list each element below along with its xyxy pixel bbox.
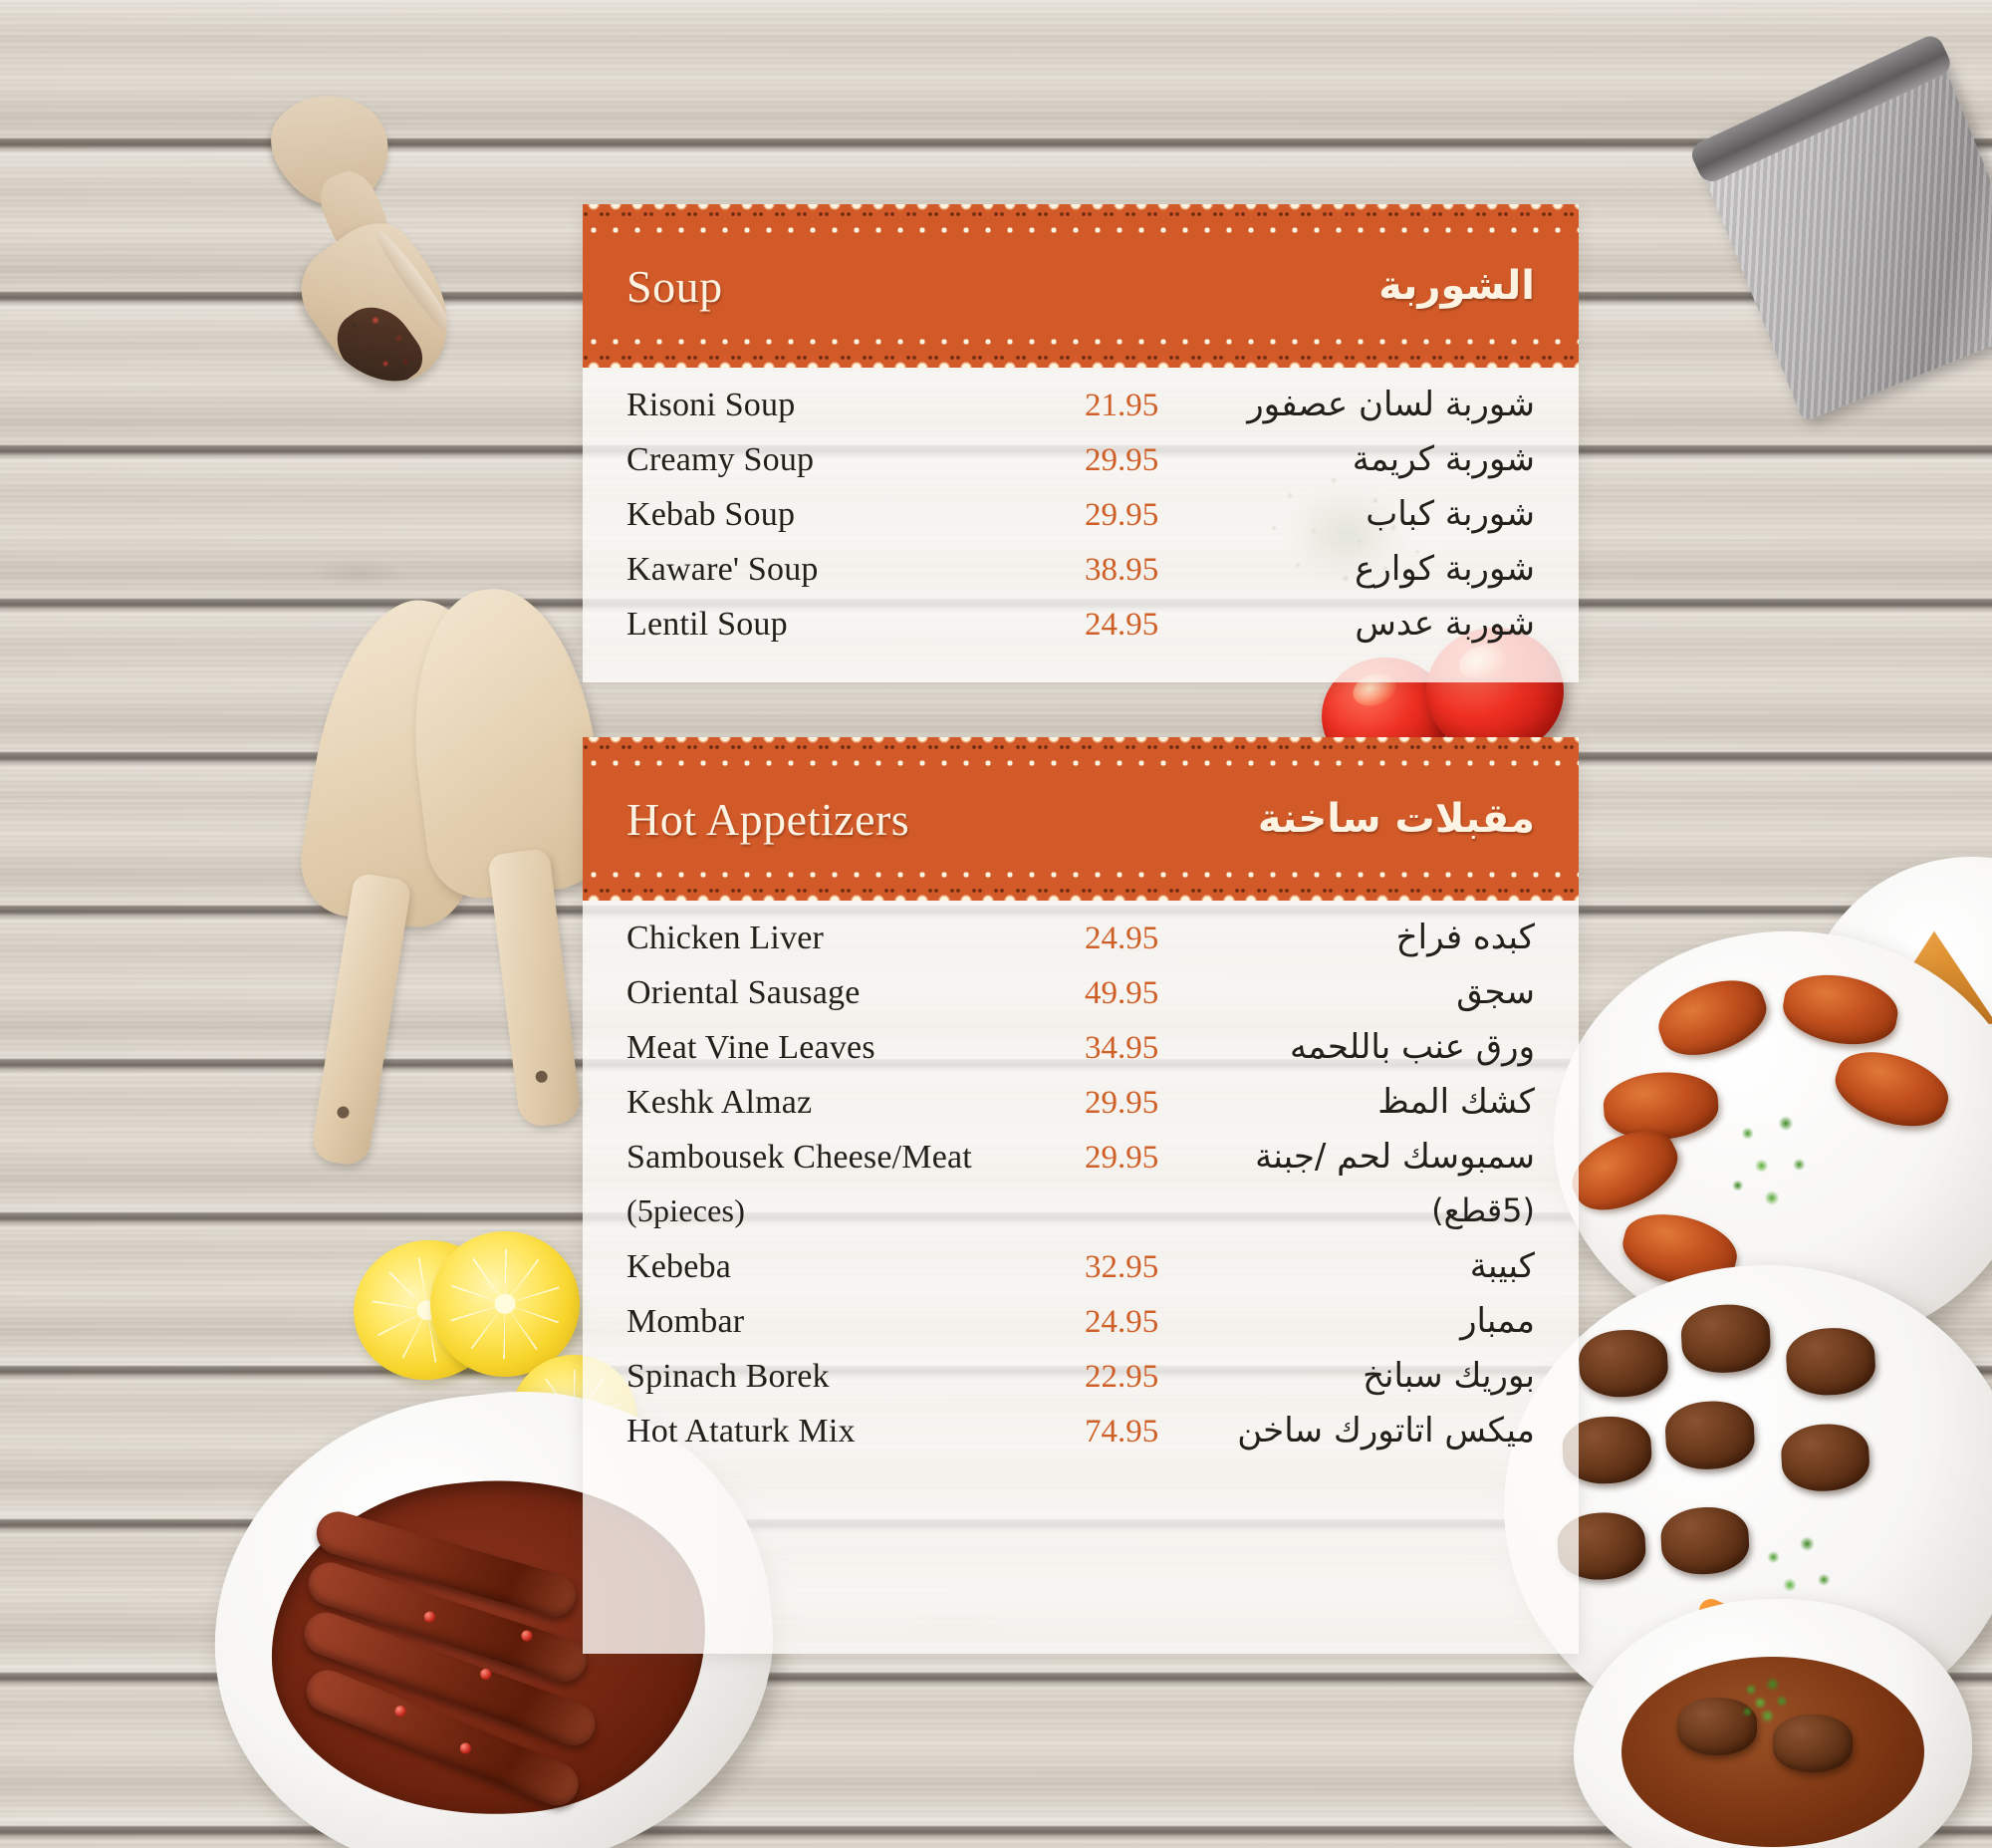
ornamental-border-top [583,737,1579,773]
item-name-ar: شوربة كباب [1366,494,1535,534]
item-price: 29.95 [1085,497,1159,533]
item-name-en: Kebab Soup [626,496,796,533]
menu-item-row[interactable]: Creamy Soup 29.95 شوربة كريمة [626,436,1535,491]
section-title-ar: مقبلات ساخنة [1257,796,1535,842]
item-name-ar: كشك المظ [1377,1082,1535,1122]
item-price: 32.95 [1085,1249,1159,1285]
menu-section-soup: Soup الشوربة Risoni Soup 21.95 شوربة لسا… [583,204,1579,682]
item-price: 24.95 [1085,607,1159,643]
section-title-en: Soup [626,260,723,312]
item-price: 49.95 [1085,975,1159,1011]
item-name-ar: سجق [1456,972,1535,1012]
menu-item-row[interactable]: Spinach Borek 22.95 بوريك سبانخ [626,1353,1535,1408]
hot-appetizers-item-list: Chicken Liver 24.95 كبده فراخ Oriental S… [583,901,1579,1472]
section-title-en: Hot Appetizers [626,793,910,845]
section-header-hot-appetizers: Hot Appetizers مقبلات ساخنة [583,773,1579,865]
item-price: 29.95 [1085,1140,1159,1176]
item-name-en: Risoni Soup [626,387,796,423]
item-name-ar: ممبار [1460,1301,1535,1341]
menu-item-row[interactable]: Kebab Soup 29.95 شوربة كباب [626,491,1535,546]
item-name-en: Kaware' Soup [626,551,819,588]
item-name-en: Keshk Almaz [626,1084,813,1121]
section-header-soup: Soup الشوربة [583,240,1579,332]
item-name-en: Chicken Liver [626,920,825,956]
item-name-ar: بوريك سبانخ [1363,1356,1535,1396]
item-name-ar: شوربة كريمة [1352,439,1535,479]
menu-item-row[interactable]: Risoni Soup 21.95 شوربة لسان عصفور [626,382,1535,436]
item-name-ar: كبده فراخ [1395,918,1535,957]
section-title-ar: الشوربة [1378,263,1535,309]
item-name-en: Meat Vine Leaves [626,1029,875,1066]
item-price: 22.95 [1085,1359,1159,1395]
menu-item-row[interactable]: Mombar 24.95 ممبار [626,1298,1535,1353]
item-name-ar: شوربة لسان عصفور [1247,385,1535,424]
ornamental-border-top [583,204,1579,240]
item-price: 24.95 [1085,1304,1159,1340]
item-price: 24.95 [1085,921,1159,956]
item-name-en: Sambousek Cheese/Meat [626,1139,972,1176]
item-name-en: Kebeba [626,1248,732,1285]
item-name-en: Oriental Sausage [626,974,861,1011]
menu-section-hot-appetizers: Hot Appetizers مقبلات ساخنة Chicken Live… [583,737,1579,1654]
item-name-en: Hot Ataturk Mix [626,1413,856,1450]
item-name-en: Lentil Soup [626,606,788,643]
item-price: 38.95 [1085,552,1159,588]
item-name-ar: ميكس اتاتورك ساخن [1237,1411,1535,1451]
menu-item-row[interactable]: Kebeba 32.95 كبيبة [626,1243,1535,1298]
menu-item-row[interactable]: Meat Vine Leaves 34.95 ورق عنب باللحمه [626,1024,1535,1079]
menu-item-row[interactable]: Sambousek Cheese/Meat 29.95 سمبوسك لحم /… [626,1134,1535,1188]
item-name-en: Mombar [626,1303,745,1340]
soup-item-list: Risoni Soup 21.95 شوربة لسان عصفور Cream… [583,368,1579,665]
item-portion-ar: (5قطع) [1431,1191,1535,1229]
menu-item-row[interactable]: Oriental Sausage 49.95 سجق [626,969,1535,1024]
item-name-ar: كبيبة [1469,1246,1535,1286]
ornamental-border-bottom [583,865,1579,901]
menu-item-row[interactable]: Lentil Soup 24.95 شوربة عدس [626,601,1535,656]
menu-item-row[interactable]: Hot Ataturk Mix 74.95 ميكس اتاتورك ساخن [626,1408,1535,1462]
item-price: 21.95 [1085,388,1159,423]
item-name-ar: سمبوسك لحم /جبنة [1255,1137,1535,1177]
item-price: 34.95 [1085,1030,1159,1066]
item-name-ar: ورق عنب باللحمه [1289,1027,1535,1067]
menu-item-row[interactable]: Kaware' Soup 38.95 شوربة كوارع [626,546,1535,601]
item-portion-en: (5pieces) [626,1192,746,1228]
item-name-ar: شوربة كوارع [1355,549,1535,589]
menu-item-subtext-row: (5pieces) (5قطع) [626,1188,1535,1243]
menu-item-row[interactable]: Chicken Liver 24.95 كبده فراخ [626,915,1535,969]
item-name-ar: شوربة عدس [1355,604,1535,644]
item-price: 29.95 [1085,442,1159,478]
item-price: 74.95 [1085,1414,1159,1450]
ornamental-border-bottom [583,332,1579,368]
item-price: 29.95 [1085,1085,1159,1121]
item-name-en: Spinach Borek [626,1358,830,1395]
item-name-en: Creamy Soup [626,441,815,478]
menu-item-row[interactable]: Keshk Almaz 29.95 كشك المظ [626,1079,1535,1134]
